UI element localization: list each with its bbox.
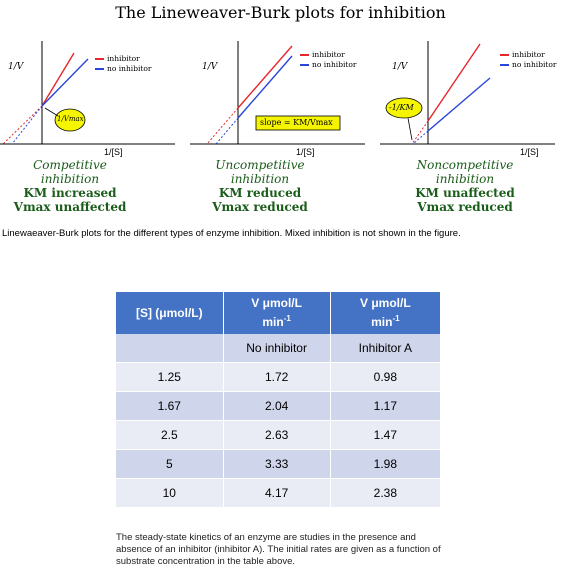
header-rate-inhibitor: V μmol/L min-1 [330, 292, 442, 334]
x-axis-label: 1/[S] [104, 147, 123, 157]
header-substrate: [S] (μmol/L) [116, 292, 224, 334]
callout-box [255, 115, 341, 131]
caption-word: inhibition [230, 172, 290, 186]
table-row: 10 4.17 2.38 [116, 478, 442, 508]
table-cell: 1.25 [116, 362, 224, 392]
table-row: 2.5 2.63 1.47 [116, 420, 442, 450]
no-inhibitor-line [237, 55, 293, 119]
subheader-cell [116, 334, 224, 363]
table-cell: 1.67 [116, 391, 224, 421]
table-cell: 1.72 [223, 362, 331, 392]
table-row: 5 3.33 1.98 [116, 449, 442, 479]
plot-competitive-graph [0, 41, 175, 145]
inhibitor-extrapolation [206, 107, 239, 145]
table-cell: 2.63 [223, 420, 331, 450]
callout-bubble [54, 108, 86, 132]
table-cell: 5 [116, 449, 224, 479]
table-cell: 2.04 [223, 391, 331, 421]
callout-pointer [44, 107, 59, 117]
table-cell: 1.17 [330, 391, 442, 421]
inhibitor-line [41, 52, 75, 107]
table-cell: 3.33 [223, 449, 331, 479]
callout-text: slope = KM/Vmax [260, 118, 333, 127]
table-row: 1.67 2.04 1.17 [116, 391, 442, 421]
legend: inhibitor no inhibitor [300, 50, 357, 70]
legend-no-inhibitor: no inhibitor [512, 60, 557, 69]
caption-vmax: Vmax reduced [417, 200, 513, 214]
no-inhibitor-extrapolation [215, 117, 239, 145]
caption-km: KM reduced [218, 186, 302, 200]
caption-word: inhibition [435, 172, 495, 186]
plot-noncompetitive: 1/V 1/[S] inhibitor no inhibitor -1/KM [380, 36, 560, 157]
table-cell: 2.38 [330, 478, 442, 508]
caption-uncompetitive: Uncompetitive inhibition KM reduced Vmax… [190, 158, 330, 214]
table-row: 1.25 1.72 0.98 [116, 362, 442, 392]
no-inhibitor-extrapolation [412, 130, 429, 145]
subheader-cell: Inhibitor A [330, 334, 442, 363]
caption-vmax: Vmax reduced [212, 200, 308, 214]
table-header-row: [S] (μmol/L) V μmol/L min-1 V μmol/L min-1 [116, 292, 442, 334]
legend-inhibitor: inhibitor [107, 54, 140, 63]
rates-table: [S] (μmol/L) V μmol/L min-1 V μmol/L min-1… [116, 292, 442, 508]
no-inhibitor-line [427, 77, 491, 132]
legend: inhibitor no inhibitor [95, 54, 152, 74]
table-subheader-row: No inhibitor Inhibitor A [116, 334, 442, 363]
y-axis-label: 1/V [8, 62, 24, 72]
plot-competitive: 1/V 1/[S] inhibitor no inhibitor 1/Vmax [0, 36, 180, 157]
legend: inhibitor no inhibitor [500, 50, 557, 70]
table-cell: 0.98 [330, 362, 442, 392]
plot-uncompetitive: 1/V 1/[S] inhibitor no inhibitor slope =… [190, 36, 370, 157]
subheader-cell: No inhibitor [223, 334, 331, 363]
caption-km: KM unaffected [415, 186, 515, 200]
inhibitor-extrapolation [411, 120, 429, 145]
inhibitor-line [427, 43, 481, 122]
plot-noncompetitive-graph [380, 41, 555, 145]
table-cell: 10 [116, 478, 224, 508]
x-axis-label: 1/[S] [296, 147, 315, 157]
table-cell: 2.5 [116, 420, 224, 450]
header-rate-no-inhibitor: V μmol/L min-1 [223, 292, 331, 334]
caption-type: Competitive [33, 158, 107, 172]
table-cell: 1.47 [330, 420, 442, 450]
callout-text: 1/Vmax [57, 115, 84, 123]
no-inhibitor-line [41, 58, 89, 107]
inhibitor-line [237, 45, 293, 109]
plot-uncompetitive-graph [190, 41, 365, 145]
caption-noncompetitive: Noncompetitive inhibition KM unaffected … [395, 158, 535, 214]
page-title: The Lineweaver-Burk plots for inhibition [115, 3, 446, 22]
x-axis-label: 1/[S] [520, 147, 539, 157]
caption-competitive: Competitive inhibition KM increased Vmax… [0, 158, 140, 214]
caption-vmax: Vmax unaffected [13, 200, 127, 214]
caption-type: Noncompetitive [416, 158, 514, 172]
callout-text: -1/KM [389, 103, 414, 112]
callout-bubble [385, 97, 423, 119]
legend-no-inhibitor: no inhibitor [107, 64, 152, 73]
y-axis-label: 1/V [392, 62, 408, 72]
callout-pointer [407, 117, 413, 141]
y-axis-label: 1/V [202, 62, 218, 72]
caption-type: Uncompetitive [215, 158, 305, 172]
legend-inhibitor: inhibitor [312, 50, 345, 59]
table-caption: The steady-state kinetics of an enzyme a… [116, 532, 441, 567]
legend-no-inhibitor: no inhibitor [312, 60, 357, 69]
inhibitor-extrapolation [2, 105, 43, 145]
caption-km: KM increased [23, 186, 117, 200]
caption-word: inhibition [40, 172, 100, 186]
figure-caption: Linewaeaver-Burk plots for the different… [2, 228, 461, 239]
table-cell: 4.17 [223, 478, 331, 508]
legend-inhibitor: inhibitor [512, 50, 545, 59]
table-cell: 1.98 [330, 449, 442, 479]
no-inhibitor-extrapolation [11, 105, 43, 145]
